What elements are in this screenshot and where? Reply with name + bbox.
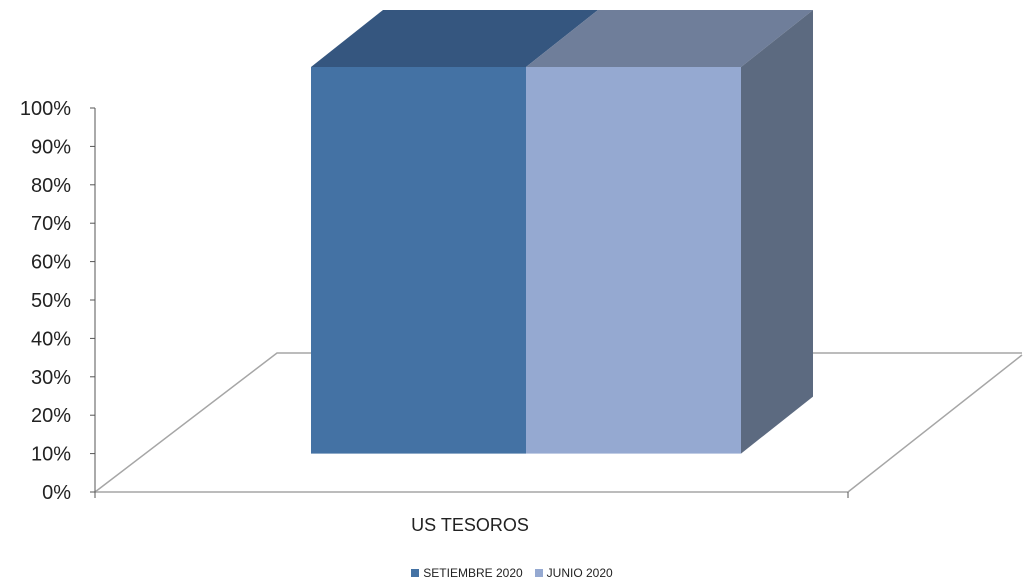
legend-item: SETIEMBRE 2020 <box>411 566 523 580</box>
legend-label: SETIEMBRE 2020 <box>423 566 523 580</box>
y-tick-label: 0% <box>42 482 71 504</box>
y-tick-label: 10% <box>31 444 71 466</box>
y-tick-label: 80% <box>31 175 71 197</box>
legend-swatch <box>411 569 420 577</box>
x-category-label: US TESOROS <box>411 515 529 535</box>
bar-side <box>741 10 813 454</box>
bar-group <box>311 10 813 454</box>
y-tick-label: 20% <box>31 405 71 427</box>
y-tick-label: 90% <box>31 136 71 158</box>
legend: SETIEMBRE 2020 JUNIO 2020 <box>0 566 1024 580</box>
bar-front <box>311 67 526 454</box>
legend-label: JUNIO 2020 <box>546 566 613 580</box>
y-tick-label: 60% <box>31 252 71 274</box>
y-tick-label: 70% <box>31 213 71 235</box>
bar-front <box>526 67 741 454</box>
x-axis: US TESOROS <box>411 515 529 535</box>
bar-2 <box>526 10 813 454</box>
y-tick-label: 50% <box>31 290 71 312</box>
y-tick-label: 100% <box>20 98 71 120</box>
bar-1 <box>311 10 598 454</box>
y-tick-label: 30% <box>31 367 71 389</box>
legend-swatch <box>534 569 543 577</box>
legend-item: JUNIO 2020 <box>534 566 613 580</box>
y-tick-label: 40% <box>31 328 71 350</box>
bar-top <box>526 10 813 67</box>
y-axis: 0% 10% 20% 30% 40% 50% 60% 70% 80% 90% 100% <box>20 98 849 504</box>
bar-top <box>311 10 598 67</box>
